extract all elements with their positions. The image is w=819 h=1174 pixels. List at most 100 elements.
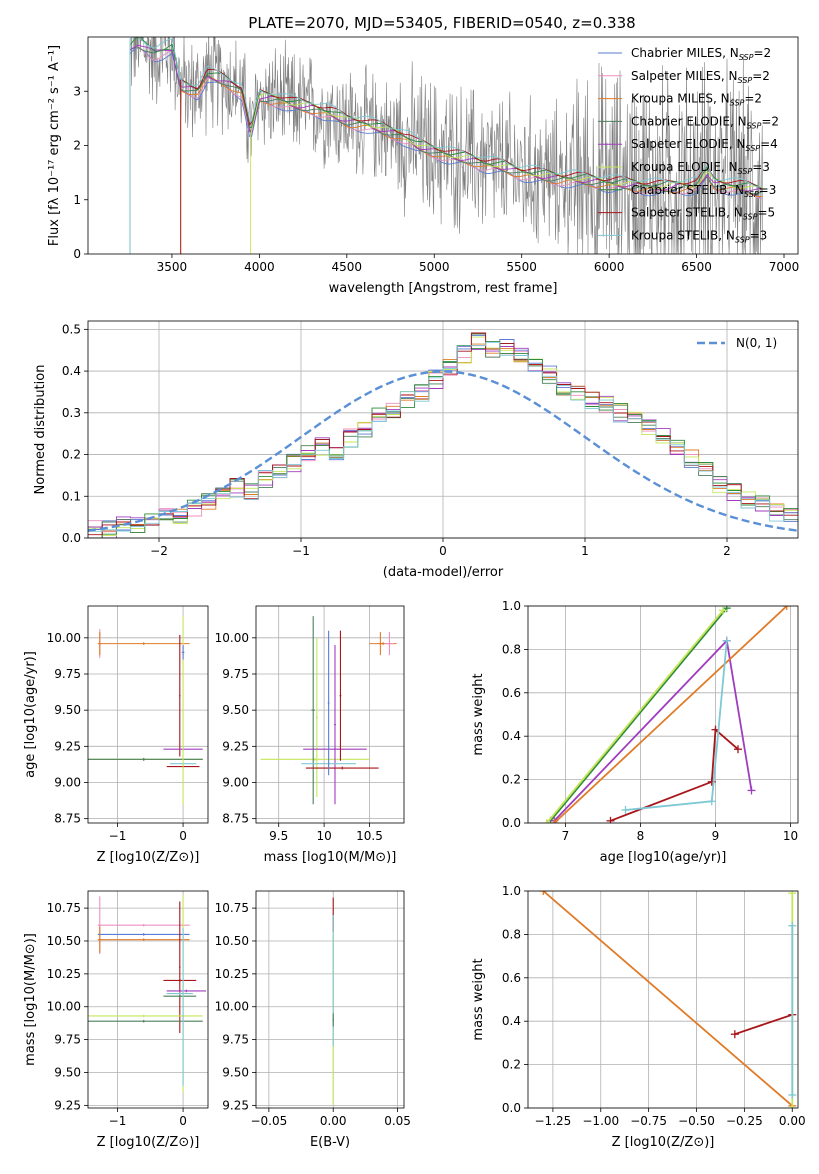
axes-frame [87,36,799,255]
plot-area-mass_vs_Z [88,894,207,1093]
x-tick-label: −1.25 [535,1114,572,1128]
y-tick-label: 9.50 [222,1065,249,1079]
y-tick-label: 0.8 [502,642,521,656]
x-tick-label: 0 [439,544,447,558]
x-axis-label: Z [log10(Z/Z⊙)] [97,850,200,865]
x-tick-label: 1 [581,544,589,558]
y-tick-label: 0.5 [62,322,81,336]
x-tick-label: 4000 [244,260,275,274]
y-tick-label: 9.25 [54,739,81,753]
y-tick-label: 0.6 [502,971,521,985]
x-axis-label: wavelength [Angstrom, rest frame] [329,281,558,296]
legend-label: Salpeter ELODIE, N [631,137,745,151]
y-tick-label: 9.50 [54,1065,81,1079]
figure-title: PLATE=2070, MJD=53405, FIBERID=0540, z=0… [248,14,635,32]
axes-frame [87,605,209,824]
y-tick-label: 9.75 [54,1033,81,1047]
plot-area-age_vs_Z [88,616,203,805]
x-tick-label: 5500 [506,260,537,274]
panel-residuals: −2 −1 0 1 2 0.0 0.1 0.2 0.3 0.4 0.5 (data-model)/er… [33,320,799,580]
x-tick-label: 9 [712,829,720,843]
legend-entry: Chabrier ELODIE, NSSP=2 [631,114,779,130]
x-tick-label: 0.00 [779,1114,806,1128]
normal-curve [88,370,798,532]
x-tick-label: 4500 [332,260,363,274]
plot-area-weight_vs_Z [539,891,797,1108]
x-tick-label: −1 [292,544,310,558]
legend-label: Chabrier MILES, N [631,46,739,60]
plot-area-weight_vs_age [542,606,791,823]
legend-subscript: SSP [739,53,754,62]
y-tick-label: 0.4 [62,364,81,378]
panel-weight_vs_Z: −1.25 −1.00 −0.75 −0.50 −0.25 0.00 0.0 0.2 0.4 0.… [471,884,806,1150]
x-tick-label: 0.00 [320,1114,347,1128]
x-axis-label: mass [log10(M/M⊙)] [264,850,397,865]
y-tick-label: 0.1 [62,489,81,503]
weight-line-chabrier-stelib [549,607,728,822]
legend-count: =3 [750,228,768,242]
legend-count: =2 [761,114,779,128]
y-tick-label: 0.2 [62,448,81,462]
x-tick-label: 6000 [594,260,625,274]
x-tick-label: 6500 [681,260,712,274]
panel-weight_vs_age: 7 8 9 10 0.0 0.2 0.4 0.6 0.8 1.0 age [log10(age/yr… [471,599,799,865]
x-tick-label: 0 [179,829,187,843]
panel-mass_vs_ebv: −0.05 0.00 0.05 9.25 9.50 9.75 10.00 10.25 10.50… [215,890,411,1150]
legend-entry: N(0, 1) [736,336,777,350]
legend-label: Kroupa STELIB, N [631,228,735,242]
y-tick-label: 10.50 [215,934,249,948]
axes-frame [527,890,799,1109]
y-tick-label: 0.3 [62,406,81,420]
plot-area-mass_vs_ebv [332,897,334,1106]
legend-entry: Chabrier MILES, NSSP=2 [631,46,771,62]
panel-mass_vs_Z: −1 0 9.25 9.50 9.75 10.00 10.25 10.50 10.75 Z [lo… [23,890,209,1150]
y-tick-label: 10.00 [215,631,249,645]
y-tick-label: 0.8 [502,927,521,941]
y-tick-label: 0 [73,247,81,261]
legend-label: Kroupa ELODIE, N [631,160,738,174]
legend-subscript: SSP [747,121,762,130]
y-tick-label: 10.00 [47,1000,81,1014]
x-tick-label: −0.75 [630,1114,667,1128]
y-tick-label: 0.2 [502,1058,521,1072]
x-tick-label: −1 [109,1114,127,1128]
x-axis-label: (data-model)/error [383,565,504,580]
y-tick-label: 0.0 [502,816,521,830]
y-tick-label: 2 [73,139,81,153]
y-tick-label: 0.0 [502,1101,521,1115]
x-axis-label: E(B-V) [310,1135,350,1150]
y-tick-label: 10.50 [47,934,81,948]
y-axis-label: age [log10(age/yr)] [23,651,38,778]
model-line-salpeter-miles [129,44,762,254]
y-axis-label: mass weight [471,673,486,755]
legend-label: Chabrier STELIB, N [631,183,744,197]
y-tick-label: 9.00 [54,775,81,789]
plot-area-spectrum [129,37,764,254]
x-tick-label: 0 [179,1114,187,1128]
weight-line-salpeter-stelib [734,1013,793,1036]
y-tick-label: 9.75 [222,667,249,681]
x-tick-label: 8 [637,829,645,843]
plot-area-residuals [88,332,798,538]
y-tick-label: 0.6 [502,686,521,700]
legend-subscript: SSP [744,190,759,199]
y-tick-label: 9.25 [222,739,249,753]
axes-frame [255,890,405,1109]
y-tick-label: 1 [73,193,81,207]
y-tick-label: 0.4 [502,1014,521,1028]
legend-entry: Salpeter ELODIE, NSSP=4 [631,137,778,153]
legend-count: =3 [752,160,770,174]
legend-count: =5 [757,206,775,220]
y-tick-label: 1.0 [502,884,521,898]
residual-legend: N(0, 1) [697,336,777,350]
x-tick-label: −0.50 [678,1114,715,1128]
x-tick-label: 7 [562,829,570,843]
legend-count: =2 [744,92,762,106]
legend-label: Salpeter STELIB, N [631,206,743,220]
y-axis-label: mass weight [471,958,486,1040]
model-line-kroupa-stelib [129,37,762,254]
y-axis-label: mass [log10(M/M⊙)] [23,933,38,1066]
x-tick-label: −2 [150,544,168,558]
legend-subscript: SSP [730,99,745,108]
